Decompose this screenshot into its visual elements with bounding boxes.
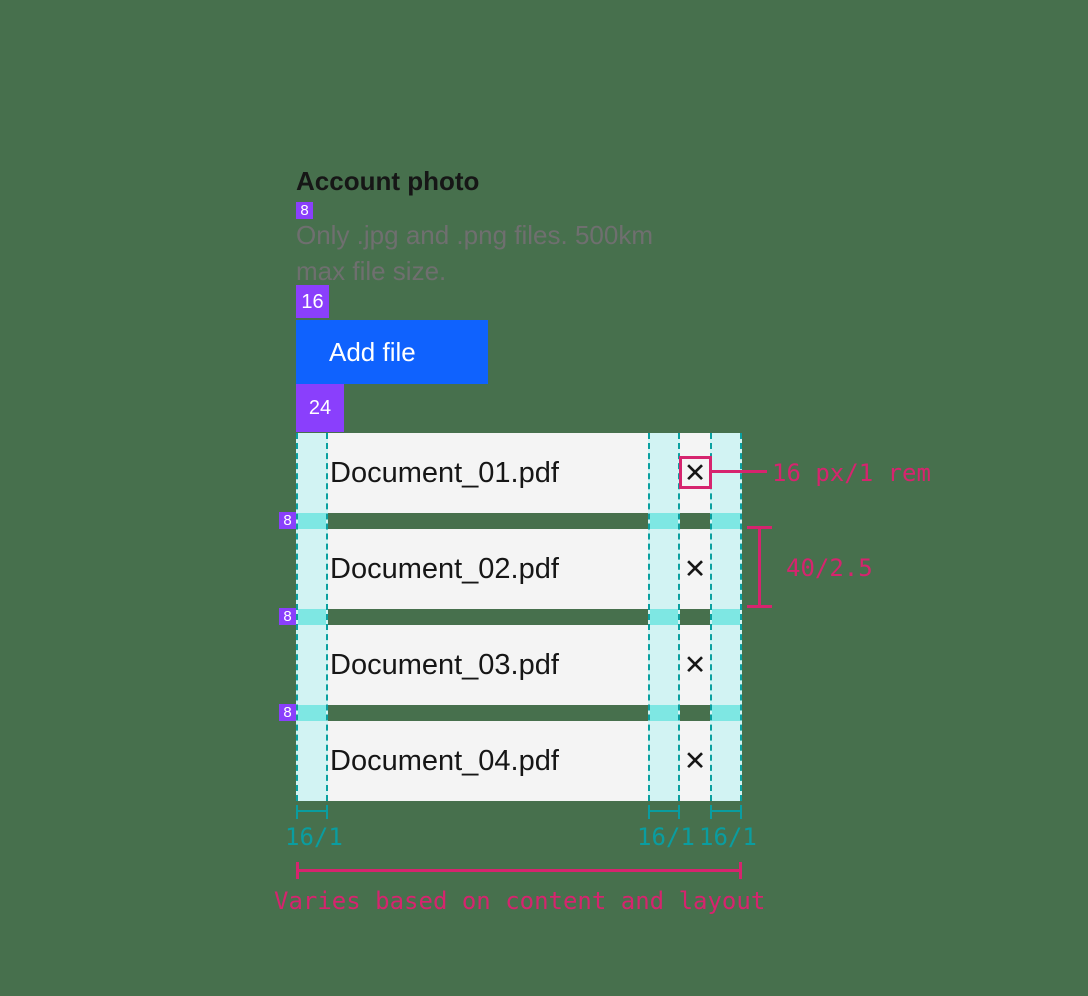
gap-highlight [298,513,326,529]
row-height-bracket [758,527,761,608]
padding-label-right: 16/1 [699,823,757,851]
width-note-label: Varies based on content and layout [274,887,766,915]
row-height-bracket-cap [747,526,772,529]
spacing-badge-row-gap: 8 [279,512,296,529]
padding-bracket-left [296,805,328,819]
gap-highlight [650,609,678,625]
gap-highlight [650,705,678,721]
padding-column-left [296,433,328,801]
add-file-button[interactable]: Add file [296,320,488,384]
padding-column-inner [648,433,680,801]
width-ruler-line [296,869,742,872]
field-label: Account photo [296,166,480,196]
file-name: Document_01.pdf [330,456,559,489]
file-name: Document_03.pdf [330,648,559,681]
padding-label-inner: 16/1 [637,823,695,851]
gap-highlight [712,609,740,625]
padding-column-right [710,433,742,801]
gap-highlight [298,609,326,625]
close-icon[interactable]: ✕ [683,553,707,584]
gap-highlight [712,705,740,721]
spacing-badge-24: 24 [296,384,344,432]
helper-text-line1: Only .jpg and .png files. 500km [296,220,653,250]
width-ruler-tick [296,862,299,879]
close-icon-size-label: 16 px/1 rem [772,459,931,487]
row-height-bracket-cap [747,605,772,608]
spacing-badge-16: 16 [296,285,329,318]
padding-bracket-right [710,805,742,819]
width-ruler-tick [739,862,742,879]
file-name: Document_04.pdf [330,744,559,777]
row-height-label: 40/2.5 [786,554,873,582]
close-icon-highlight-box [679,456,712,489]
spacing-badge-row-gap: 8 [279,608,296,625]
spacing-badge-8: 8 [296,202,313,219]
gap-highlight [298,705,326,721]
gap-highlight [712,513,740,529]
helper-text-line2: max file size. [296,256,447,286]
padding-label-left: 16/1 [285,823,343,851]
file-name: Document_02.pdf [330,552,559,585]
close-icon[interactable]: ✕ [683,457,707,488]
close-icon[interactable]: ✕ [683,745,707,776]
spacing-badge-row-gap: 8 [279,704,296,721]
close-icon[interactable]: ✕ [683,649,707,680]
leader-line [712,470,767,473]
padding-bracket-inner [648,805,680,819]
gap-highlight [650,513,678,529]
